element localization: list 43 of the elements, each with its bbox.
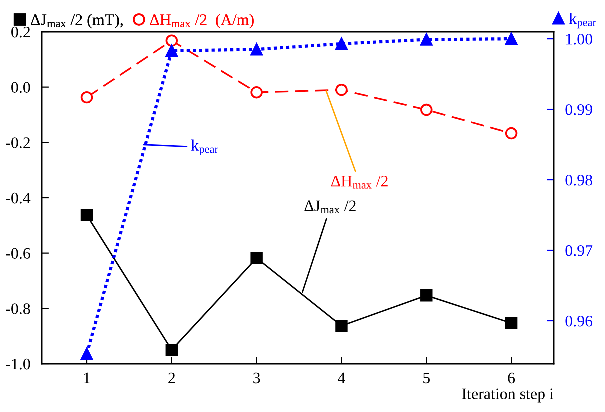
point bbox=[505, 317, 518, 330]
y-tick-label: -0.4 bbox=[6, 192, 31, 204]
legend-label: ΔJ$_{max}$ /2 (mT), bbox=[31, 14, 123, 29]
y2-tick-label: 1.00 bbox=[566, 34, 592, 45]
y2-tick-label: 0.97 bbox=[566, 245, 593, 256]
annotation: k$_{pear}$ bbox=[191, 140, 218, 156]
y2-tick-label: 0.96 bbox=[566, 316, 593, 327]
x-tick-label: 4 bbox=[338, 372, 346, 384]
y2-tick-label: 0.99 bbox=[566, 104, 592, 116]
x-tick-label: 6 bbox=[508, 372, 516, 384]
point bbox=[80, 91, 94, 104]
y-tick-label: 0.2 bbox=[12, 26, 30, 38]
y2-tick-label: 0.98 bbox=[566, 174, 592, 186]
point bbox=[250, 44, 263, 56]
legend-label: k$_{pear}$ bbox=[569, 12, 596, 29]
y-tick-label: 0.0 bbox=[12, 82, 30, 94]
point bbox=[166, 34, 178, 47]
x-tick-label: 5 bbox=[424, 372, 430, 384]
point bbox=[336, 84, 348, 96]
annotation: ΔJ$_{max}$ /2 bbox=[304, 200, 356, 214]
point bbox=[420, 34, 433, 46]
point bbox=[166, 44, 178, 58]
x-tick-label: 3 bbox=[254, 372, 260, 384]
x-tick-label: 1 bbox=[84, 372, 90, 384]
legend-label: ΔH$_{max}$ /2 (A/m) bbox=[150, 14, 254, 29]
point bbox=[80, 209, 94, 222]
point bbox=[336, 320, 348, 332]
y-tick-label: -0.2 bbox=[6, 138, 30, 148]
point bbox=[420, 290, 433, 302]
annotation: ΔH$_{max}$ /2 bbox=[331, 176, 388, 189]
y-tick-label: -0.8 bbox=[6, 304, 30, 314]
y-tick-label: -0.6 bbox=[6, 248, 30, 260]
point bbox=[420, 104, 433, 116]
point bbox=[80, 348, 94, 360]
point bbox=[505, 32, 518, 46]
x-axis-title: Iteration step i bbox=[462, 388, 554, 403]
point bbox=[336, 38, 348, 50]
x-tick-label: 2 bbox=[168, 372, 176, 384]
y-tick-label: -1.0 bbox=[6, 358, 30, 370]
point bbox=[250, 86, 263, 99]
point bbox=[505, 127, 518, 140]
point bbox=[250, 252, 263, 264]
point bbox=[166, 344, 178, 356]
